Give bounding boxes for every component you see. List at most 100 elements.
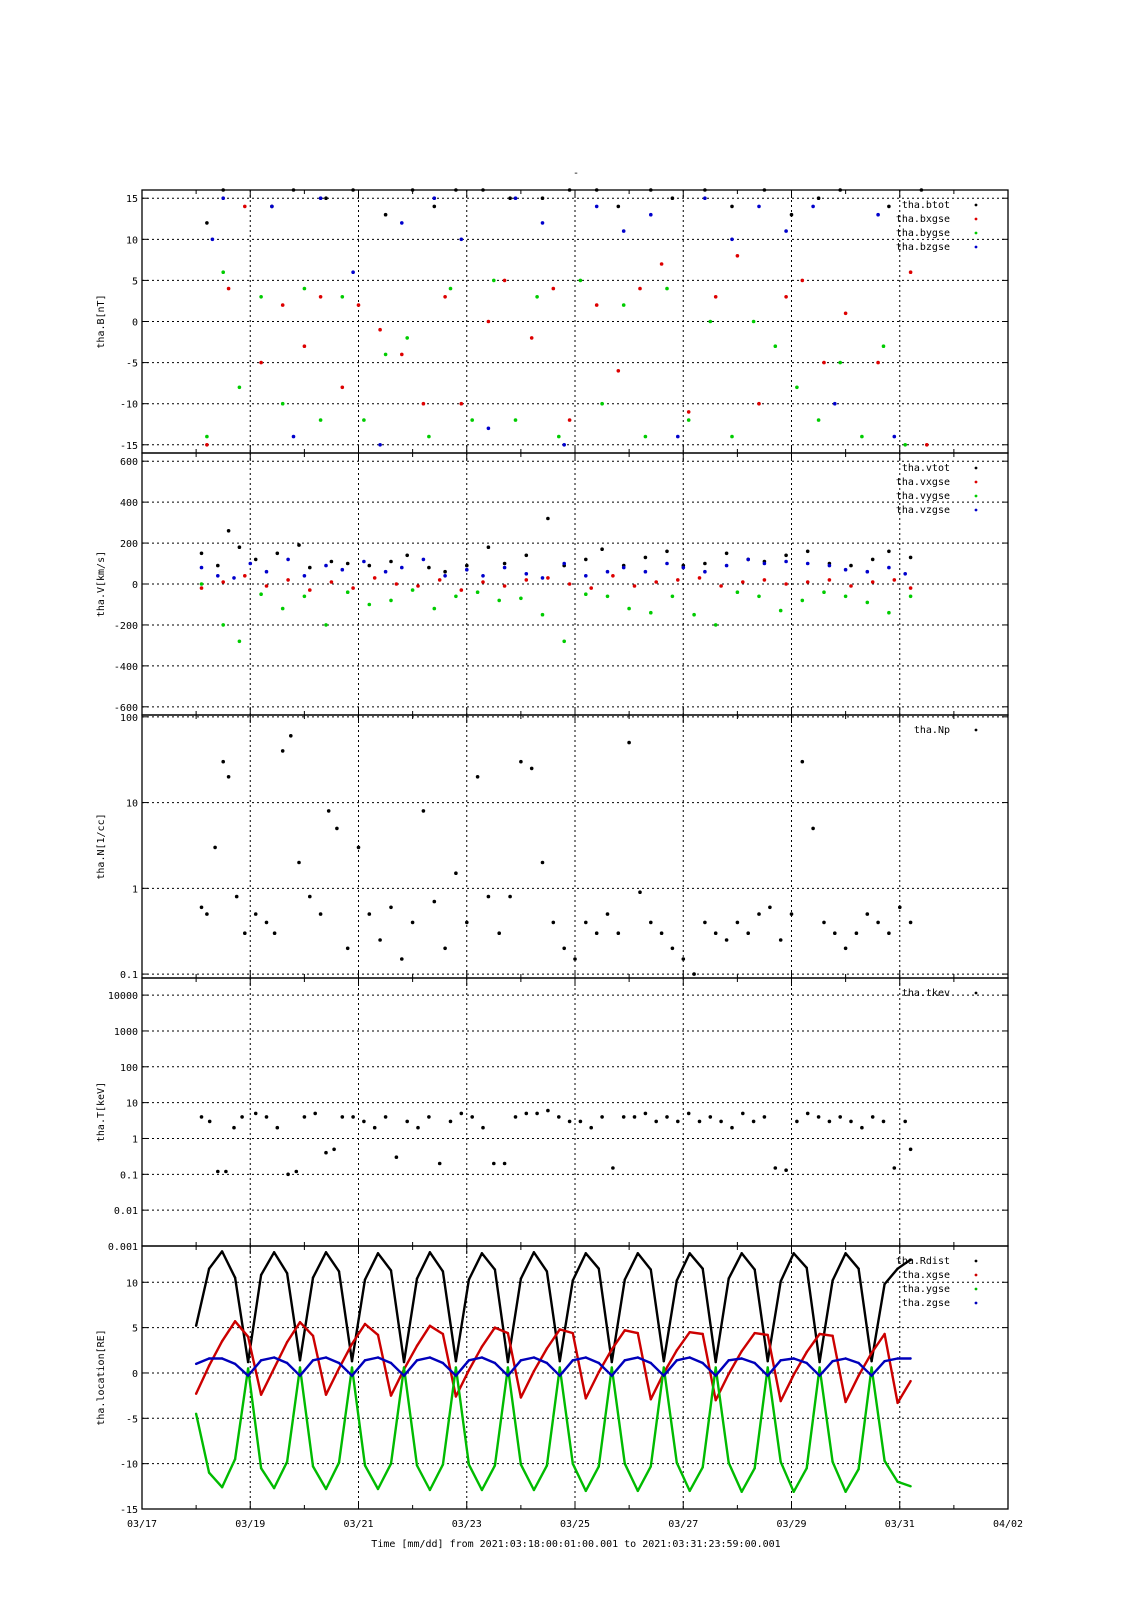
- data-point: [205, 221, 209, 225]
- data-point: [623, 1329, 626, 1332]
- y-tick-label: 100: [120, 1063, 138, 1074]
- data-point: [892, 578, 897, 582]
- data-point: [350, 1360, 354, 1363]
- data-point: [213, 845, 217, 850]
- data-point: [493, 1361, 497, 1365]
- y-tick-label: 10000: [108, 991, 138, 1002]
- y-axis-label: tha.location[RE]: [96, 1329, 107, 1425]
- data-point: [713, 623, 718, 627]
- data-point: [326, 809, 331, 813]
- data-point: [908, 586, 913, 590]
- data-point: [302, 344, 307, 349]
- legend-label: tha.btot: [902, 200, 950, 211]
- data-point: [600, 547, 604, 551]
- data-point: [481, 580, 485, 584]
- data-point: [280, 303, 285, 307]
- data-point: [524, 578, 529, 582]
- data-point: [909, 1258, 912, 1261]
- data-point: [345, 561, 350, 566]
- data-point: [259, 592, 263, 596]
- data-point: [551, 920, 556, 925]
- data-point: [324, 1356, 328, 1359]
- data-point: [822, 590, 826, 594]
- data-point: [351, 270, 355, 275]
- data-point: [703, 196, 707, 200]
- legend-marker: [974, 217, 978, 221]
- data-point: [298, 1321, 302, 1324]
- data-point: [857, 1361, 860, 1365]
- data-point: [294, 1169, 299, 1174]
- data-point: [428, 1251, 432, 1254]
- data-point: [480, 1252, 484, 1255]
- data-point: [896, 1267, 899, 1270]
- legend-marker: [974, 231, 978, 235]
- data-point: [275, 551, 280, 556]
- data-point: [616, 931, 621, 935]
- data-point: [280, 749, 285, 753]
- data-point: [792, 1252, 795, 1255]
- data-point: [805, 1467, 808, 1470]
- data-point: [329, 559, 334, 564]
- data-point: [286, 1172, 290, 1177]
- data-point: [805, 561, 810, 566]
- data-point: [378, 443, 382, 447]
- data-point: [259, 1273, 263, 1277]
- data-point: [205, 443, 209, 447]
- data-point: [264, 1115, 269, 1119]
- data-point: [805, 549, 810, 554]
- data-point: [896, 1401, 899, 1405]
- data-point: [857, 1374, 860, 1377]
- data-point: [714, 1366, 717, 1369]
- data-point: [492, 1161, 496, 1166]
- data-point: [746, 557, 750, 562]
- data-point: [506, 1360, 510, 1364]
- data-point: [486, 894, 491, 899]
- data-point: [540, 612, 545, 617]
- data-point: [234, 894, 239, 899]
- data-point: [860, 1125, 864, 1130]
- series-line: [195, 1356, 911, 1377]
- data-point: [584, 574, 588, 578]
- data-point: [623, 1462, 626, 1465]
- data-point: [220, 1250, 224, 1253]
- data-point: [562, 639, 566, 644]
- series-tha-vtot: [199, 516, 913, 574]
- data-point: [636, 1331, 639, 1335]
- legend-marker: [974, 494, 978, 498]
- data-point: [611, 1166, 615, 1170]
- data-point: [675, 1461, 678, 1464]
- data-point: [870, 557, 875, 562]
- data-point: [318, 912, 323, 916]
- data-point: [340, 1115, 345, 1119]
- data-point: [741, 1111, 745, 1116]
- data-point: [670, 946, 675, 951]
- data-point: [701, 1361, 704, 1365]
- data-point: [493, 1464, 497, 1467]
- data-point: [665, 561, 669, 566]
- data-point: [740, 1350, 743, 1353]
- y-tick-label: 0.01: [114, 1206, 138, 1217]
- data-point: [332, 1147, 336, 1152]
- data-point: [831, 1279, 834, 1282]
- data-point: [818, 1366, 821, 1369]
- data-point: [246, 1374, 250, 1377]
- data-point: [535, 295, 539, 299]
- data-point: [210, 237, 215, 242]
- data-point: [194, 1412, 198, 1416]
- data-point: [719, 584, 723, 588]
- y-tick-label: -15: [120, 1505, 138, 1516]
- data-point: [623, 1278, 626, 1281]
- data-point: [224, 1169, 228, 1174]
- data-point: [486, 426, 491, 431]
- legend-marker: [974, 1259, 978, 1263]
- legend-marker: [974, 466, 978, 470]
- data-point: [532, 1251, 536, 1254]
- data-point: [727, 1277, 730, 1280]
- data-point: [410, 920, 415, 925]
- data-point: [727, 1372, 730, 1376]
- data-point: [876, 212, 880, 217]
- data-point: [246, 1335, 250, 1338]
- data-point: [248, 561, 253, 566]
- data-point: [280, 606, 285, 611]
- data-point: [502, 561, 507, 566]
